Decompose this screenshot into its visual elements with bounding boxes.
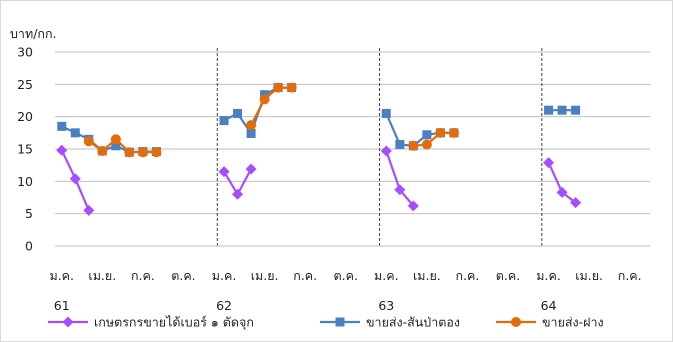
series-1 — [56, 144, 582, 216]
x-tick-label: ก.ค. — [455, 268, 479, 283]
data-point — [57, 121, 67, 131]
data-point — [219, 116, 229, 126]
y-tick-label: 5 — [25, 206, 33, 221]
data-point — [557, 105, 567, 115]
data-point — [259, 94, 270, 105]
legend-entry-2: ขายส่ง-สันป่าตอง — [320, 315, 460, 330]
x-tick-label: ต.ค. — [171, 268, 195, 283]
data-point — [110, 134, 121, 145]
data-point — [435, 127, 446, 138]
x-tick-label: ก.ค. — [293, 268, 317, 283]
year-label: 63 — [378, 298, 394, 313]
data-point — [395, 139, 405, 149]
legend-label: ขายส่ง-สันป่าตอง — [366, 315, 460, 330]
data-point — [151, 147, 162, 158]
x-tick-label: ก.ค. — [618, 268, 642, 283]
data-point — [124, 147, 135, 158]
data-point — [544, 105, 554, 115]
data-point — [273, 82, 284, 93]
data-point — [70, 128, 80, 138]
series-line — [413, 131, 454, 147]
y-axis-label: บาท/กก. — [10, 26, 57, 41]
year-label: 61 — [54, 298, 70, 313]
data-point — [286, 82, 297, 93]
x-tick-label: ม.ค. — [212, 268, 237, 283]
year-label: 62 — [216, 298, 232, 313]
series-3 — [83, 82, 459, 158]
y-tick-label: 25 — [17, 77, 33, 92]
x-tick-label: เม.ย. — [251, 268, 279, 283]
legend-label: เกษตรกรขายได้เบอร์ ๑ ตัดจุก — [94, 315, 254, 331]
x-tick-label: เม.ย. — [575, 268, 603, 283]
year-separator-layer — [216, 48, 543, 246]
data-point — [380, 145, 392, 157]
data-point — [83, 136, 94, 147]
data-point — [422, 130, 432, 140]
data-point — [83, 204, 95, 216]
x-tick-label: ม.ค. — [536, 268, 561, 283]
x-tick-label: ม.ค. — [49, 268, 74, 283]
x-tick-label: ต.ค. — [496, 268, 520, 283]
data-point — [232, 188, 244, 200]
data-point — [543, 157, 555, 169]
data-point — [571, 105, 581, 115]
data-point — [69, 173, 81, 185]
data-point — [245, 163, 257, 175]
y-tick-label: 0 — [25, 239, 33, 254]
data-point — [448, 127, 459, 138]
data-point — [246, 128, 256, 138]
legend-entry-3: ขายส่ง-ฝาง — [496, 315, 604, 330]
data-point — [394, 184, 406, 196]
series-layer — [56, 82, 582, 216]
legend-entry-1: เกษตรกรขายได้เบอร์ ๑ ตัดจุก — [48, 315, 254, 331]
y-tick-label: 30 — [17, 45, 33, 60]
data-point — [233, 108, 243, 118]
legend: เกษตรกรขายได้เบอร์ ๑ ตัดจุก ขายส่ง-สันป่า… — [48, 315, 604, 331]
data-point — [218, 166, 230, 178]
x-tick-label: ต.ค. — [334, 268, 358, 283]
y-tick-label: 15 — [17, 142, 33, 157]
data-point — [570, 197, 582, 209]
legend-marker — [335, 317, 345, 327]
data-point — [97, 145, 108, 156]
series-line — [250, 86, 292, 126]
data-point — [137, 147, 148, 158]
axis-layer: 0 5 10 15 20 25 30 ม.ค. เม.ย. ก.ค. ต.ค. ม.ค. เม.ย. ก.… — [17, 45, 650, 313]
data-point — [407, 200, 419, 212]
legend-label: ขายส่ง-ฝาง — [542, 315, 604, 330]
x-tick-label: เม.ย. — [88, 268, 116, 283]
data-point — [381, 108, 391, 118]
data-point — [408, 140, 419, 151]
data-point — [111, 141, 121, 151]
legend-marker — [511, 317, 521, 327]
data-point — [556, 186, 568, 198]
year-label: 64 — [541, 298, 557, 313]
data-point — [246, 120, 257, 131]
y-tick-label: 10 — [17, 174, 33, 189]
x-tick-label: เม.ย. — [413, 268, 441, 283]
data-point — [421, 139, 432, 150]
legend-marker — [62, 316, 74, 328]
data-point — [56, 144, 68, 156]
x-tick-label: ก.ค. — [131, 268, 155, 283]
y-tick-label: 20 — [17, 109, 33, 124]
x-tick-label: ม.ค. — [374, 268, 399, 283]
